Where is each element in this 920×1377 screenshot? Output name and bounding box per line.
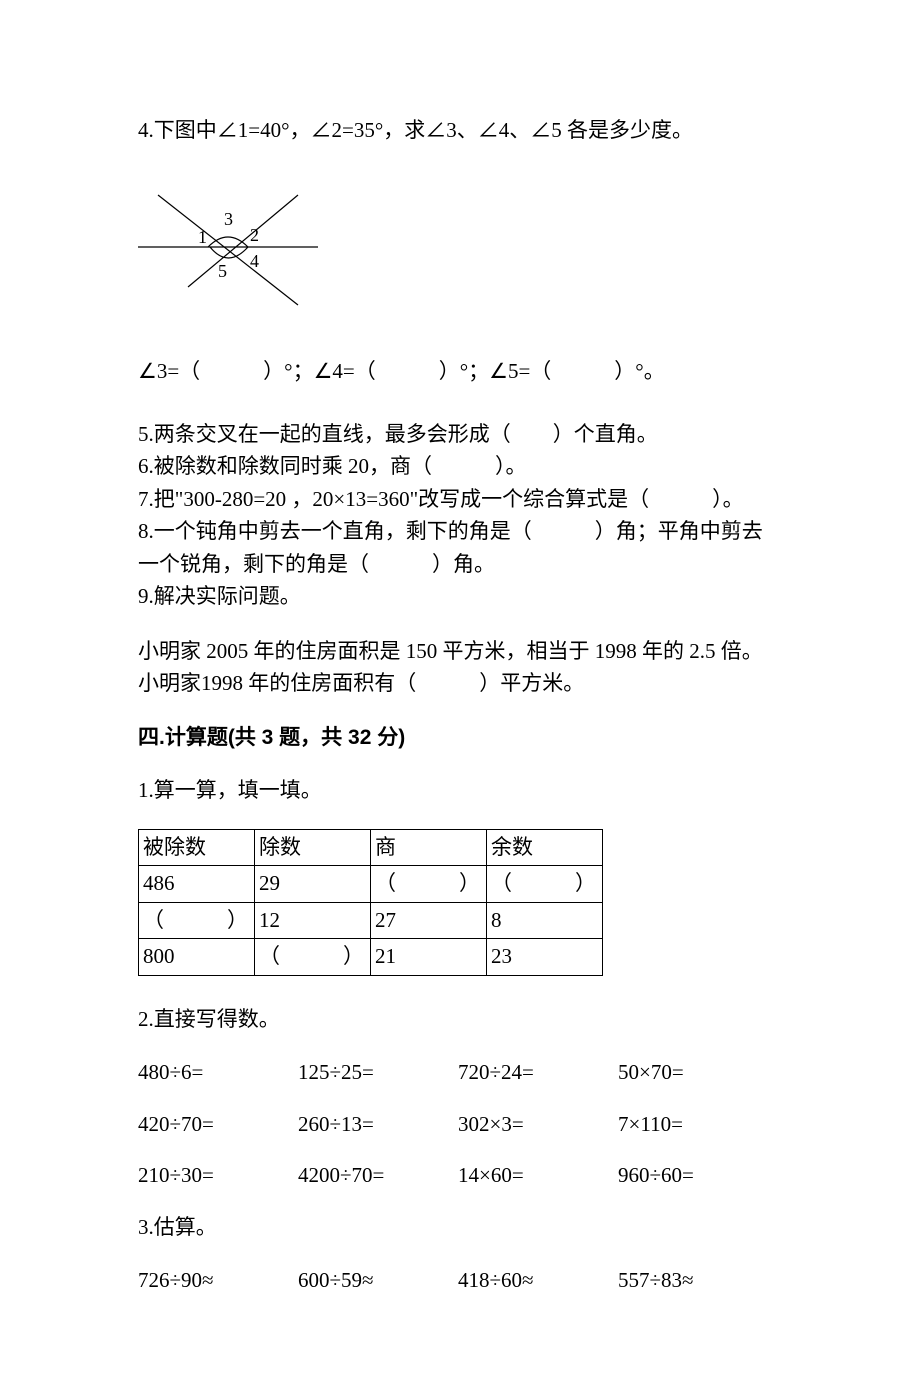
calc-cell: 720÷24= (458, 1057, 618, 1089)
calc-cell: 600÷59≈ (298, 1265, 458, 1297)
table-cell: 486 (139, 866, 255, 903)
table-cell: （ ） (139, 902, 255, 939)
question-4-fill: ∠3=（ ）°；∠4=（ ）°；∠5=（ ）°。 (138, 356, 782, 388)
table-cell: 29 (255, 866, 371, 903)
calc-cell: 302×3= (458, 1109, 618, 1141)
table-cell: （ ） (487, 866, 603, 903)
s4-q2-label: 2.直接写得数。 (138, 1004, 782, 1036)
question-9-body: 小明家 2005 年的住房面积是 150 平方米，相当于 1998 年的 2.5… (138, 635, 782, 700)
mental-math-grid: 480÷6= 125÷25= 720÷24= 50×70= 420÷70= 26… (138, 1057, 782, 1192)
svg-text:2: 2 (250, 225, 259, 245)
calc-cell: 14×60= (458, 1160, 618, 1192)
table-cell: （ ） (255, 939, 371, 976)
s4-q1-label: 1.算一算，填一填。 (138, 775, 782, 807)
svg-text:1: 1 (198, 227, 207, 247)
page-content: 4.下图中∠1=40°，∠2=35°，求∠3、∠4、∠5 各是多少度。 1 3 … (0, 0, 920, 1377)
calc-cell: 726÷90≈ (138, 1265, 298, 1297)
questions-5-9: 5.两条交叉在一起的直线，最多会形成（ ）个直角。 6.被除数和除数同时乘 20… (138, 418, 782, 700)
col-header: 被除数 (139, 829, 255, 866)
calc-cell: 480÷6= (138, 1057, 298, 1089)
col-header: 余数 (487, 829, 603, 866)
svg-text:5: 5 (218, 261, 227, 281)
estimate-grid: 726÷90≈ 600÷59≈ 418÷60≈ 557÷83≈ (138, 1265, 782, 1297)
question-5: 5.两条交叉在一起的直线，最多会形成（ ）个直角。 (138, 418, 782, 451)
calc-row: 726÷90≈ 600÷59≈ 418÷60≈ 557÷83≈ (138, 1265, 782, 1297)
calc-cell: 4200÷70= (298, 1160, 458, 1192)
calc-cell: 557÷83≈ (618, 1265, 778, 1297)
calc-row: 480÷6= 125÷25= 720÷24= 50×70= (138, 1057, 782, 1089)
col-header: 除数 (255, 829, 371, 866)
question-9-label: 9.解决实际问题。 (138, 580, 782, 613)
svg-text:4: 4 (250, 251, 259, 271)
section-4-header: 四.计算题(共 3 题，共 32 分) (138, 722, 782, 754)
table-row: 486 29 （ ） （ ） (139, 866, 603, 903)
table-row: （ ） 12 27 8 (139, 902, 603, 939)
question-8: 8.一个钝角中剪去一个直角，剩下的角是（ ）角；平角中剪去一个锐角，剩下的角是（… (138, 515, 782, 580)
question-7: 7.把"300-280=20 ，20×13=360"改写成一个综合算式是（ ）。 (138, 483, 782, 516)
table-row: 800 （ ） 21 23 (139, 939, 603, 976)
calc-cell: 960÷60= (618, 1160, 778, 1192)
calc-cell: 210÷30= (138, 1160, 298, 1192)
division-table: 被除数 除数 商 余数 486 29 （ ） （ ） （ ） 12 27 8 8… (138, 829, 603, 976)
table-cell: 21 (371, 939, 487, 976)
angle-diagram-svg: 1 3 2 4 5 (138, 177, 338, 317)
calc-row: 210÷30= 4200÷70= 14×60= 960÷60= (138, 1160, 782, 1192)
table-cell: 27 (371, 902, 487, 939)
table-cell: （ ） (371, 866, 487, 903)
svg-text:3: 3 (224, 209, 233, 229)
question-6: 6.被除数和除数同时乘 20，商（ ）。 (138, 450, 782, 483)
table-cell: 8 (487, 902, 603, 939)
table-cell: 12 (255, 902, 371, 939)
table-header-row: 被除数 除数 商 余数 (139, 829, 603, 866)
calc-cell: 420÷70= (138, 1109, 298, 1141)
calc-cell: 260÷13= (298, 1109, 458, 1141)
calc-cell: 418÷60≈ (458, 1265, 618, 1297)
calc-cell: 7×110= (618, 1109, 778, 1141)
calc-cell: 50×70= (618, 1057, 778, 1089)
table-cell: 800 (139, 939, 255, 976)
calc-cell: 125÷25= (298, 1057, 458, 1089)
angle-diagram: 1 3 2 4 5 (138, 177, 782, 327)
col-header: 商 (371, 829, 487, 866)
table-cell: 23 (487, 939, 603, 976)
calc-row: 420÷70= 260÷13= 302×3= 7×110= (138, 1109, 782, 1141)
question-4-text: 4.下图中∠1=40°，∠2=35°，求∠3、∠4、∠5 各是多少度。 (138, 115, 782, 147)
s4-q3-label: 3.估算。 (138, 1212, 782, 1244)
